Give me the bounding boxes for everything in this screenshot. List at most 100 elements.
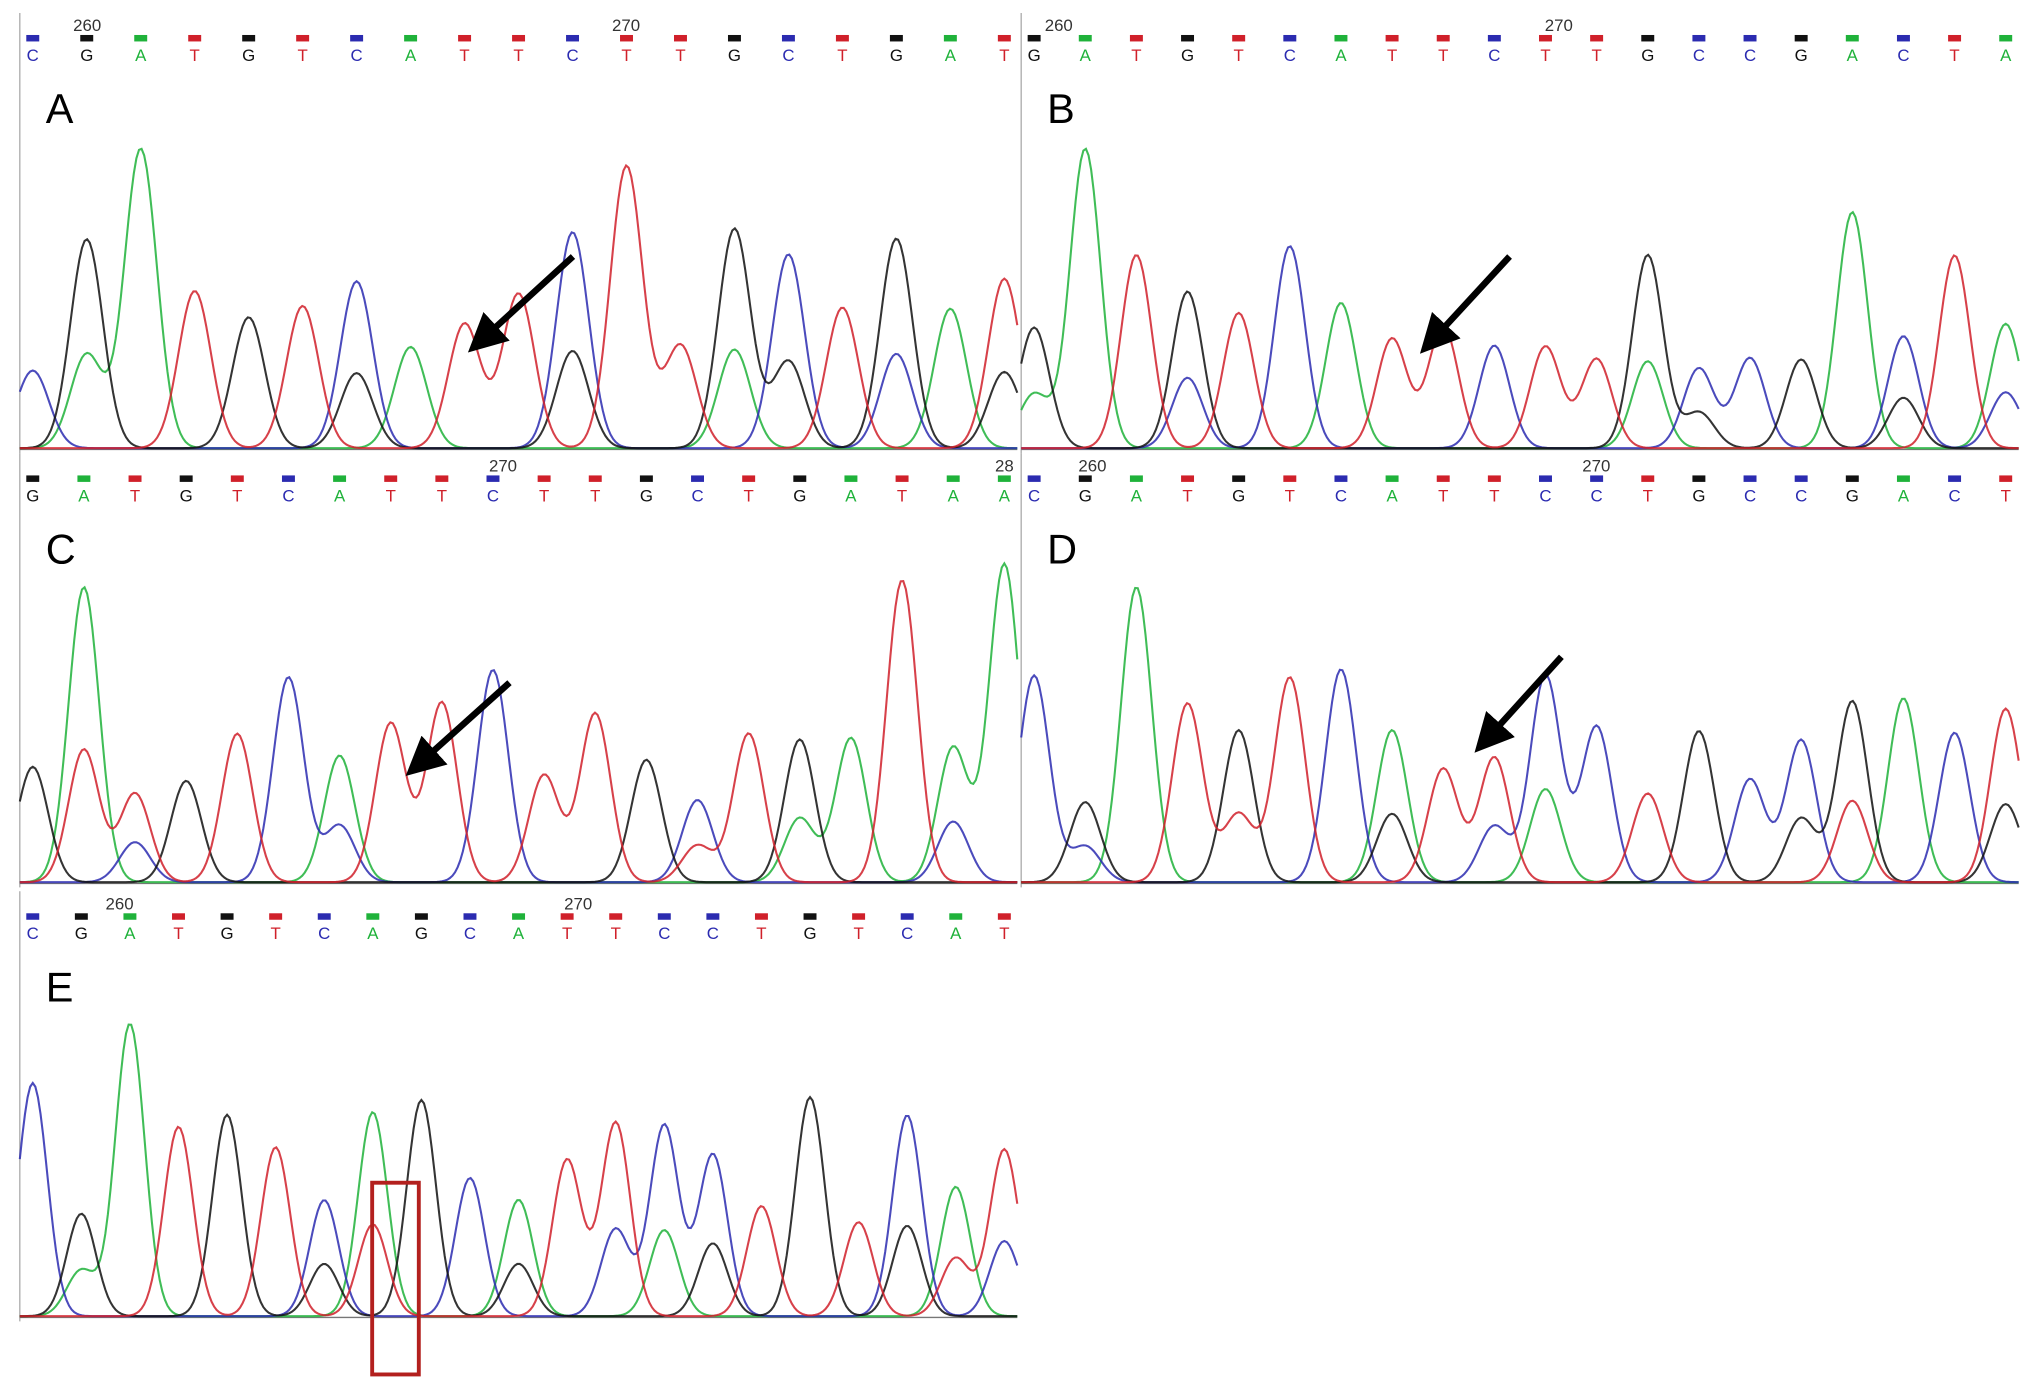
base-call: G <box>415 924 428 943</box>
base-marker <box>997 475 1011 482</box>
base-call: T <box>459 46 469 65</box>
base-call: A <box>78 486 90 505</box>
base-call: G <box>1692 486 1705 505</box>
base-call: C <box>1744 486 1756 505</box>
base-marker <box>1896 34 1910 42</box>
base-call: T <box>621 46 631 65</box>
base-call: A <box>845 486 857 505</box>
base-call: T <box>1540 46 1550 65</box>
panel-label: D <box>1047 526 1077 573</box>
trace <box>1021 254 2019 450</box>
position-label: 270 <box>1545 16 1573 35</box>
base-call: A <box>945 46 957 65</box>
base-marker <box>317 913 331 920</box>
base-marker <box>1334 34 1348 42</box>
base-call: T <box>271 924 281 943</box>
base-marker <box>1794 475 1808 482</box>
base-marker <box>188 34 202 42</box>
base-marker <box>296 34 310 42</box>
base-marker <box>609 913 623 920</box>
base-marker <box>900 913 914 920</box>
base-marker <box>179 475 193 482</box>
position-label: 270 <box>1582 457 1610 476</box>
base-call: T <box>298 46 308 65</box>
panel-label: C <box>46 526 76 573</box>
base-call: G <box>1232 486 1245 505</box>
base-marker <box>1743 475 1757 482</box>
base-marker <box>537 475 551 482</box>
position-label: 260 <box>73 16 101 35</box>
base-marker <box>230 475 244 482</box>
base-marker <box>1539 34 1552 42</box>
base-call: C <box>1335 486 1347 505</box>
base-marker <box>281 475 295 482</box>
base-marker <box>74 913 88 920</box>
base-call: T <box>999 46 1009 65</box>
base-marker <box>512 34 526 42</box>
base-call: C <box>27 46 39 65</box>
base-call: A <box>1847 46 1859 65</box>
base-marker <box>835 34 849 42</box>
base-marker <box>512 913 526 920</box>
base-marker <box>1129 34 1143 42</box>
base-marker <box>1743 34 1757 42</box>
base-call: T <box>744 486 754 505</box>
base-marker <box>414 913 428 920</box>
base-call: G <box>793 486 806 505</box>
base-marker <box>1948 34 1962 42</box>
base-call: C <box>707 924 719 943</box>
panel-label: A <box>46 85 74 132</box>
base-marker <box>1999 34 2013 42</box>
base-call: T <box>539 486 549 505</box>
panel-label: E <box>46 963 74 1010</box>
base-marker <box>742 475 756 482</box>
base-call: T <box>611 924 621 943</box>
base-marker <box>691 475 705 482</box>
base-marker <box>1232 475 1246 482</box>
base-marker <box>1590 34 1604 42</box>
base-marker <box>1896 475 1910 482</box>
base-marker <box>1283 34 1297 42</box>
trace <box>19 1120 1019 1318</box>
base-marker <box>639 475 653 482</box>
base-call: G <box>640 486 653 505</box>
base-call: T <box>1591 46 1601 65</box>
base-call: C <box>1539 486 1551 505</box>
base-call: T <box>1182 486 1192 505</box>
base-marker <box>943 34 957 42</box>
base-call: T <box>1285 486 1295 505</box>
base-marker <box>949 913 963 920</box>
base-call: A <box>1898 486 1910 505</box>
base-call: T <box>2001 486 2011 505</box>
base-call: T <box>590 486 600 505</box>
base-call: A <box>999 486 1011 505</box>
base-marker <box>727 34 741 42</box>
base-call: C <box>487 486 499 505</box>
base-call: T <box>1643 486 1653 505</box>
base-call: G <box>1028 46 1041 65</box>
position-label: 270 <box>612 16 640 35</box>
base-marker <box>1794 34 1808 42</box>
base-call: G <box>75 924 88 943</box>
base-marker <box>172 913 185 920</box>
base-call: C <box>782 46 794 65</box>
base-call: A <box>950 924 962 943</box>
base-call: G <box>1181 46 1194 65</box>
base-call: T <box>999 924 1009 943</box>
base-call: T <box>756 924 766 943</box>
base-marker <box>463 913 477 920</box>
base-marker <box>1539 475 1552 482</box>
base-call: C <box>282 486 294 505</box>
base-call: T <box>853 924 863 943</box>
base-call: A <box>1080 46 1092 65</box>
trace <box>19 163 1019 450</box>
base-marker <box>706 913 720 920</box>
base-call: A <box>1131 486 1143 505</box>
trace <box>1020 147 2020 450</box>
base-marker <box>946 475 960 482</box>
trace <box>19 226 1019 450</box>
base-call: C <box>1284 46 1296 65</box>
base-call: G <box>1846 486 1859 505</box>
trace <box>1021 699 2020 884</box>
base-call: A <box>1386 486 1398 505</box>
